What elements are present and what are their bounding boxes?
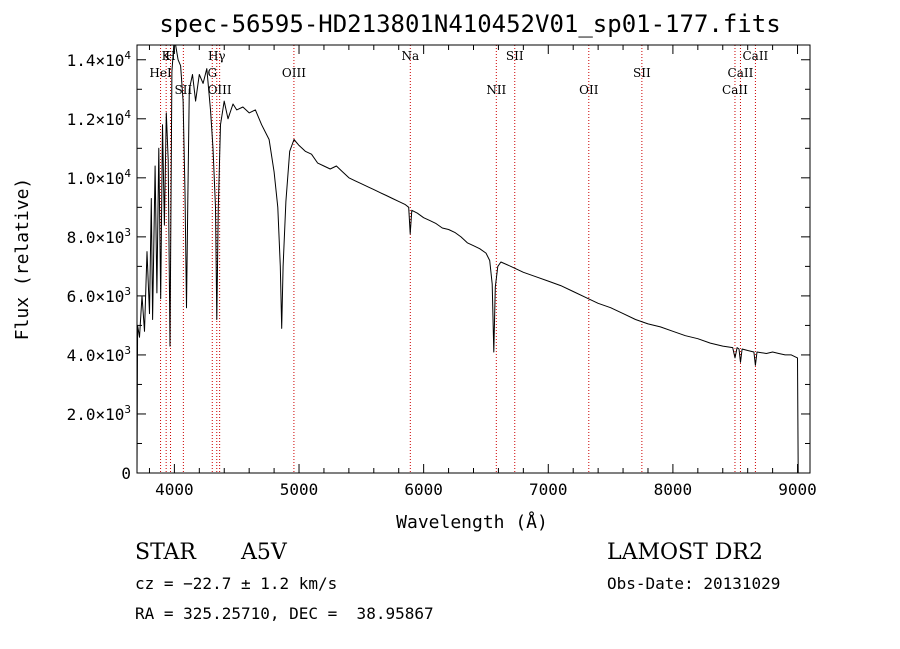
- line-marker-label: H: [165, 49, 175, 63]
- spectrum-layer: [136, 44, 799, 474]
- y-tick-mantissa: 2.0×10: [67, 405, 125, 424]
- line-marker-label: CaII: [722, 83, 748, 97]
- spectral-line-markers: [160, 45, 756, 473]
- y-tick-mantissa: 6.0×10: [67, 287, 125, 306]
- line-marker-label: NII: [486, 83, 506, 97]
- chart-title: spec-56595-HD213801N410452V01_sp01-177.f…: [159, 10, 780, 38]
- y-tick-exponent: 3: [124, 226, 131, 239]
- y-tick-label: 2.0×103: [67, 403, 131, 424]
- redshift-value: cz = −22.7 ± 1.2 km/s: [135, 574, 337, 593]
- line-marker-label: SII: [175, 83, 193, 97]
- y-tick-mantissa: 4.0×10: [67, 346, 125, 365]
- y-tick-mantissa: 0: [121, 464, 131, 483]
- line-marker-label: CaII: [728, 66, 754, 80]
- obs-date: Obs-Date: 20131029: [607, 574, 780, 593]
- x-axis-label: Wavelength (Å): [396, 511, 548, 533]
- spectrum-line: [136, 44, 799, 474]
- y-tick-label: 8.0×103: [67, 226, 131, 247]
- line-marker-label: HeI: [149, 66, 172, 80]
- y-tick-mantissa: 8.0×10: [67, 228, 125, 247]
- y-tick-mantissa: 1.4×10: [67, 51, 125, 70]
- line-marker-label: SII: [633, 66, 651, 80]
- y-tick-exponent: 3: [124, 285, 131, 298]
- line-marker-label: Hγ: [208, 49, 226, 63]
- y-tick-exponent: 4: [124, 167, 131, 180]
- object-type: STAR: [135, 540, 197, 565]
- y-tick-exponent: 3: [124, 344, 131, 357]
- spectral-class: A5V: [240, 540, 288, 565]
- x-tick-label: 5000: [280, 480, 319, 499]
- line-marker-label: OIII: [208, 83, 232, 97]
- y-tick-exponent: 4: [124, 108, 131, 121]
- spectral-line-labels: HeI KH SII G Hγ OIII OIII Na NII SII OII SII CaII CaI…: [149, 49, 768, 97]
- info-panel: STAR A5V LAMOST DR2 cz = −22.7 ± 1.2 km/…: [135, 540, 780, 623]
- x-tick-label: 6000: [404, 480, 443, 499]
- y-tick-label: 1.4×104: [67, 49, 132, 70]
- survey-name: LAMOST DR2: [607, 540, 763, 565]
- y-tick-label: 6.0×103: [67, 285, 131, 306]
- x-tick-label: 4000: [155, 480, 194, 499]
- y-tick-label: 1.0×104: [67, 167, 132, 188]
- line-marker-label: OIII: [282, 66, 306, 80]
- y-tick-label: 4.0×103: [67, 344, 131, 365]
- y-tick-label: 0: [121, 464, 131, 483]
- line-marker-label: SII: [506, 49, 524, 63]
- coordinates: RA = 325.25710, DEC = 38.95867: [135, 604, 434, 623]
- x-tick-label: 7000: [529, 480, 568, 499]
- y-tick-mantissa: 1.2×10: [67, 110, 125, 129]
- y-axis-label: Flux (relative): [12, 178, 33, 341]
- y-tick-exponent: 4: [124, 49, 131, 62]
- line-marker-label: K: [162, 49, 172, 63]
- line-marker-label: G: [207, 66, 217, 80]
- x-tick-label: 9000: [778, 480, 817, 499]
- y-tick-mantissa: 1.0×10: [67, 169, 125, 188]
- y-tick-label: 1.2×104: [67, 108, 132, 129]
- y-axis-ticks: 02.0×1034.0×1036.0×1038.0×1031.0×1041.2×…: [67, 49, 810, 483]
- x-axis-ticks: 4000 5000 6000 7000 8000 9000: [148, 45, 817, 499]
- line-marker-label: CaII: [742, 49, 768, 63]
- x-tick-label: 8000: [654, 480, 693, 499]
- y-tick-exponent: 3: [124, 403, 131, 416]
- line-marker-label: Na: [401, 49, 419, 63]
- line-marker-label: OII: [579, 83, 599, 97]
